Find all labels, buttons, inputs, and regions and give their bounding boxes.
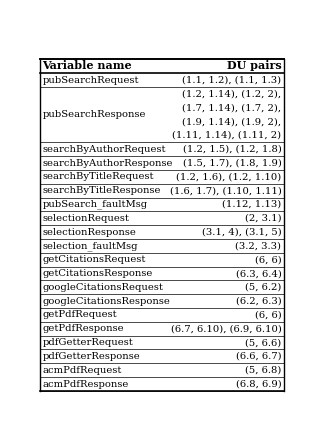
Text: (1.6, 1.7), (1.10, 1.11): (1.6, 1.7), (1.10, 1.11) [170, 186, 282, 195]
Text: searchByTitleRequest: searchByTitleRequest [42, 172, 154, 182]
Text: (1.11, 1.14), (1.11, 2): (1.11, 1.14), (1.11, 2) [172, 131, 282, 140]
Text: getCitationsRequest: getCitationsRequest [42, 255, 146, 264]
Text: (1.5, 1.7), (1.8, 1.9): (1.5, 1.7), (1.8, 1.9) [183, 158, 282, 168]
Text: Variable name: Variable name [42, 61, 132, 72]
Text: acmPdfRequest: acmPdfRequest [42, 366, 122, 375]
Text: pdfGetterResponse: pdfGetterResponse [42, 352, 140, 361]
Text: (5, 6.2): (5, 6.2) [245, 283, 282, 292]
Text: (6.8, 6.9): (6.8, 6.9) [236, 380, 282, 388]
Text: pubSearchResponse: pubSearchResponse [42, 110, 146, 119]
Text: (6.3, 6.4): (6.3, 6.4) [236, 269, 282, 278]
Text: (6.2, 6.3): (6.2, 6.3) [236, 297, 282, 306]
Text: (5, 6.6): (5, 6.6) [245, 338, 282, 347]
Text: (1.9, 1.14), (1.9, 2),: (1.9, 1.14), (1.9, 2), [182, 117, 282, 126]
Text: (6, 6): (6, 6) [255, 255, 282, 264]
Text: (3.2, 3.3): (3.2, 3.3) [235, 242, 282, 251]
Text: (1.12, 1.13): (1.12, 1.13) [222, 200, 282, 209]
Text: searchByAuthorRequest: searchByAuthorRequest [42, 145, 166, 154]
Text: (1.2, 1.6), (1.2, 1.10): (1.2, 1.6), (1.2, 1.10) [176, 172, 282, 182]
Text: (1.2, 1.14), (1.2, 2),: (1.2, 1.14), (1.2, 2), [182, 89, 282, 99]
Text: pdfGetterRequest: pdfGetterRequest [42, 338, 133, 347]
Text: acmPdfResponse: acmPdfResponse [42, 380, 129, 388]
Text: searchByAuthorResponse: searchByAuthorResponse [42, 158, 173, 168]
Text: selectionResponse: selectionResponse [42, 228, 136, 237]
Text: getPdfResponse: getPdfResponse [42, 324, 124, 333]
Text: selection_faultMsg: selection_faultMsg [42, 241, 138, 251]
Text: pubSearchRequest: pubSearchRequest [42, 76, 139, 85]
Text: searchByTitleResponse: searchByTitleResponse [42, 186, 161, 195]
Text: DU pairs: DU pairs [227, 61, 282, 72]
Text: (1.1, 1.2), (1.1, 1.3): (1.1, 1.2), (1.1, 1.3) [182, 76, 282, 85]
Text: googleCitationsRequest: googleCitationsRequest [42, 283, 163, 292]
Text: googleCitationsResponse: googleCitationsResponse [42, 297, 170, 306]
Text: pubSearch_faultMsg: pubSearch_faultMsg [42, 200, 148, 209]
Text: (6.6, 6.7): (6.6, 6.7) [236, 352, 282, 361]
Text: (1.2, 1.5), (1.2, 1.8): (1.2, 1.5), (1.2, 1.8) [183, 145, 282, 154]
Text: (6.7, 6.10), (6.9, 6.10): (6.7, 6.10), (6.9, 6.10) [171, 324, 282, 333]
Text: (5, 6.8): (5, 6.8) [245, 366, 282, 375]
Text: (1.7, 1.14), (1.7, 2),: (1.7, 1.14), (1.7, 2), [182, 103, 282, 113]
Text: selectionRequest: selectionRequest [42, 214, 129, 223]
Text: getPdfRequest: getPdfRequest [42, 311, 117, 320]
Text: getCitationsResponse: getCitationsResponse [42, 269, 153, 278]
Text: (3.1, 4), (3.1, 5): (3.1, 4), (3.1, 5) [202, 228, 282, 237]
Text: (2, 3.1): (2, 3.1) [245, 214, 282, 223]
Text: (6, 6): (6, 6) [255, 311, 282, 320]
